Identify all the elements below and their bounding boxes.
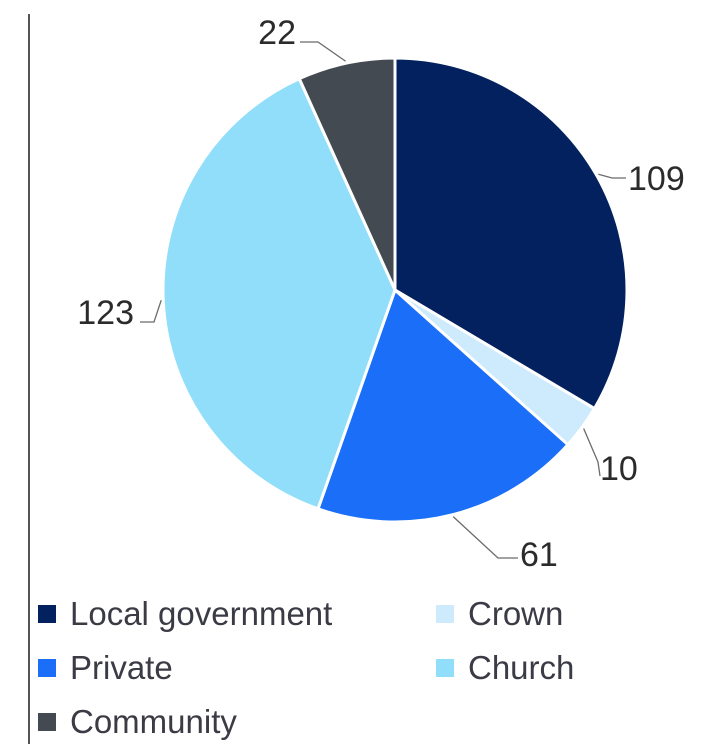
slice-label-church: 123 [77, 294, 134, 332]
legend-label-church: Church [468, 649, 575, 686]
legend-swatch-private [38, 659, 56, 677]
leader-line-private [452, 516, 518, 559]
legend-label-community: Community [70, 703, 237, 740]
legend-swatch-local-government [38, 605, 56, 623]
legend-item-church: Church [436, 646, 574, 690]
leader-line-local-government [598, 173, 626, 179]
slice-label-crown: 10 [600, 450, 638, 488]
legend-item-crown: Crown [436, 592, 563, 636]
slice-label-community: 22 [258, 14, 296, 52]
legend-label-crown: Crown [468, 595, 564, 632]
legend-label-private: Private [70, 649, 173, 686]
pie-slice-private [316, 287, 571, 524]
leader-line-crown [583, 428, 601, 477]
slice-label-private: 61 [520, 536, 558, 574]
legend-item-private: Private [38, 646, 173, 690]
legend-item-local-government: Local government [38, 592, 332, 636]
pie-chart: 109 10 61 123 22 [77, 14, 685, 574]
legend-swatch-community [38, 713, 56, 731]
left-axis-line [28, 14, 30, 744]
legend-swatch-crown [436, 605, 454, 623]
leader-line-church [140, 299, 162, 323]
pie-slice-local-government [393, 56, 629, 411]
legend-label-local-government: Local government [70, 595, 333, 632]
leader-line-community [300, 41, 346, 62]
slice-label-local-government: 109 [628, 160, 685, 198]
legend-item-community: Community [38, 700, 237, 744]
pie-slice-community [297, 56, 397, 291]
legend-swatch-church [436, 659, 454, 677]
pie-slice-church [161, 76, 397, 511]
